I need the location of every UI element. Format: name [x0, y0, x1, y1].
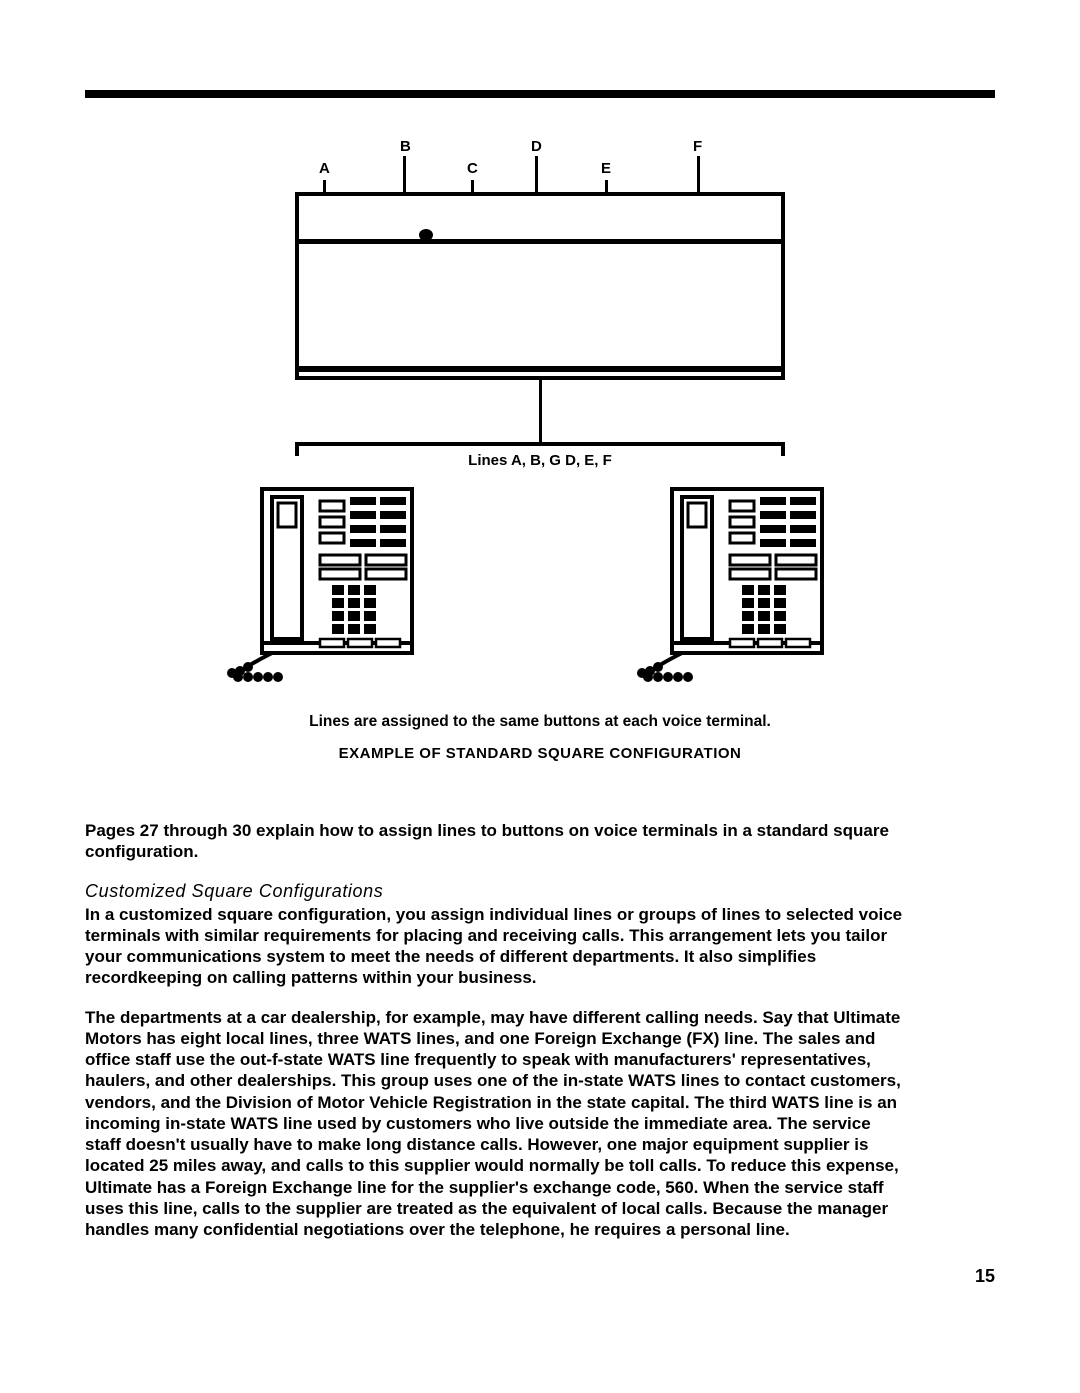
- bus-body: [299, 242, 781, 366]
- bus-label-f: F: [693, 138, 702, 155]
- bus-assembly: A B C D E F: [295, 134, 785, 380]
- lines-label: Lines A, B, G D, E, F: [295, 446, 785, 483]
- paragraph-customized: In a customized square configuration, yo…: [85, 904, 905, 989]
- drop-bar: [295, 442, 785, 446]
- subheading-customized: Customized Square Configurations: [85, 881, 995, 902]
- caption-example: EXAMPLE OF STANDARD SQUARE CONFIGURATION: [339, 745, 742, 762]
- bus-shelf: [299, 196, 781, 242]
- paragraph-dealership: The departments at a car dealership, for…: [85, 1007, 905, 1241]
- voice-terminal-right: [630, 483, 860, 683]
- drop-stem: [539, 380, 542, 442]
- figure-standard-square: A B C D E F Lines A, B, G D, E, F: [85, 134, 995, 796]
- bus-label-a: A: [319, 160, 330, 177]
- caption-assigned: Lines are assigned to the same buttons a…: [309, 713, 771, 731]
- bus-label-c: C: [467, 160, 478, 177]
- bus-drop-labels: A B C D E F: [295, 134, 785, 192]
- bus-label-b: B: [400, 138, 411, 155]
- bus-label-e: E: [601, 160, 611, 177]
- bus-box: [295, 192, 785, 372]
- top-rule: [85, 90, 995, 98]
- bus-label-d: D: [531, 138, 542, 155]
- paragraph-pages-ref: Pages 27 through 30 explain how to assig…: [85, 820, 905, 863]
- voice-terminals: [220, 483, 860, 683]
- voice-terminal-left: [220, 483, 450, 683]
- page-number: 15: [85, 1266, 995, 1287]
- bus-knob-icon: [419, 229, 433, 241]
